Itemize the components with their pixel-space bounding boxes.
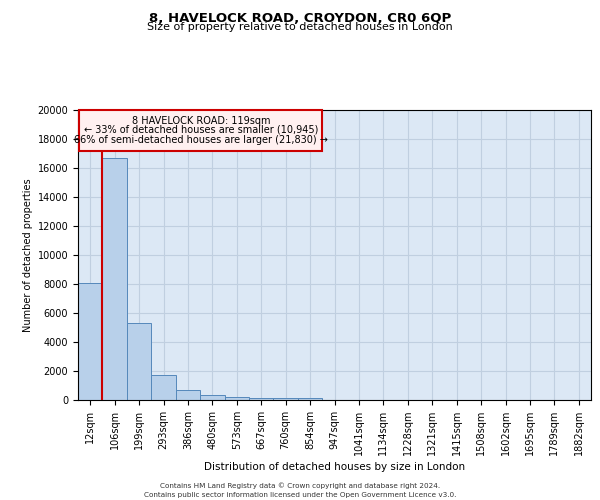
Bar [151, 374, 176, 400]
X-axis label: Distribution of detached houses by size in London: Distribution of detached houses by size … [204, 462, 465, 472]
Bar [103, 158, 127, 400]
Bar [127, 323, 151, 400]
Bar [224, 397, 249, 400]
Text: Contains HM Land Registry data © Crown copyright and database right 2024.
Contai: Contains HM Land Registry data © Crown c… [144, 482, 456, 498]
Y-axis label: Number of detached properties: Number of detached properties [23, 178, 34, 332]
Text: ← 33% of detached houses are smaller (10,945): ← 33% of detached houses are smaller (10… [83, 124, 318, 134]
Bar [200, 396, 224, 400]
Text: 8, HAVELOCK ROAD, CROYDON, CR0 6QP: 8, HAVELOCK ROAD, CROYDON, CR0 6QP [149, 12, 451, 26]
Text: 8 HAVELOCK ROAD: 119sqm: 8 HAVELOCK ROAD: 119sqm [131, 116, 270, 126]
Bar [274, 398, 298, 400]
FancyBboxPatch shape [79, 110, 322, 150]
Bar [176, 390, 200, 400]
Text: Size of property relative to detached houses in London: Size of property relative to detached ho… [147, 22, 453, 32]
Bar [78, 282, 103, 400]
Bar [249, 398, 274, 400]
Bar [298, 398, 322, 400]
Text: 66% of semi-detached houses are larger (21,830) →: 66% of semi-detached houses are larger (… [74, 134, 328, 144]
